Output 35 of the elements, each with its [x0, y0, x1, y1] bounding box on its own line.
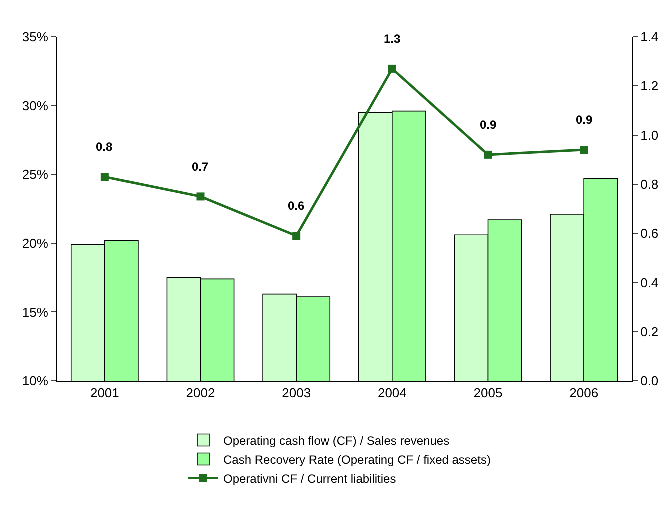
point: [292, 232, 301, 240]
y-tick-label: 15%: [22, 304, 49, 320]
point: [196, 192, 205, 201]
x-tick-label: 2004: [378, 386, 407, 401]
point: [580, 146, 588, 154]
point: [484, 150, 492, 159]
x-tick-label: 2002: [186, 386, 216, 401]
data-label: 0.9: [576, 113, 594, 127]
y2-tick-label: 1.0: [640, 128, 659, 143]
data-label: 0.7: [192, 160, 210, 174]
x-tick-label: 2001: [90, 386, 120, 401]
y-tick-label: 10%: [22, 374, 49, 389]
y2-tick-label: 0.2: [640, 324, 659, 340]
y-tick-label: 25%: [22, 167, 49, 182]
y-tick-label: 30%: [22, 98, 49, 114]
point: [100, 173, 109, 182]
point: [388, 64, 396, 73]
data-label: 0.9: [480, 118, 498, 132]
y2-tick-label: 0.8: [640, 176, 659, 192]
data-label: 0.6: [288, 199, 306, 213]
data-label: 0.8: [96, 140, 114, 154]
y2-tick-label: 1.4: [640, 30, 659, 45]
x-tick-label: 2003: [282, 386, 312, 401]
x-tick-label: 2006: [570, 386, 599, 401]
y2-tick-label: 1.2: [640, 78, 659, 94]
y-tick-label: 35%: [22, 30, 49, 45]
y2-tick-label: 0.6: [640, 226, 659, 242]
legend-label: Cash Recovery Rate (Operating CF / fixed assets): [224, 452, 491, 467]
legend-label: Operating cash flow (CF) / Sales revenues: [224, 434, 450, 448]
legend-label: Operativni CF / Current liabilities: [224, 472, 396, 486]
x-tick-label: 2005: [474, 386, 503, 401]
y-tick-label: 20%: [22, 236, 49, 251]
data-label: 1.3: [384, 32, 402, 46]
y2-tick-label: 0.0: [640, 374, 659, 389]
y2-tick-label: 0.4: [640, 275, 659, 290]
